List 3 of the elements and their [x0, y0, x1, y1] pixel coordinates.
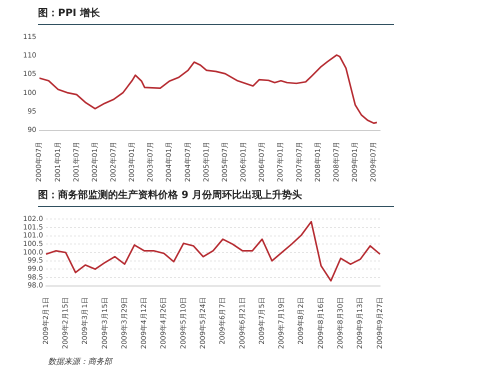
source-note: 数据来源：商务部	[48, 356, 112, 367]
chart-title: 图：PPI 增长	[38, 6, 394, 25]
chart-title: 图：商务部监测的生产资料价格 9 月份周环比出现上升势头	[38, 188, 394, 207]
